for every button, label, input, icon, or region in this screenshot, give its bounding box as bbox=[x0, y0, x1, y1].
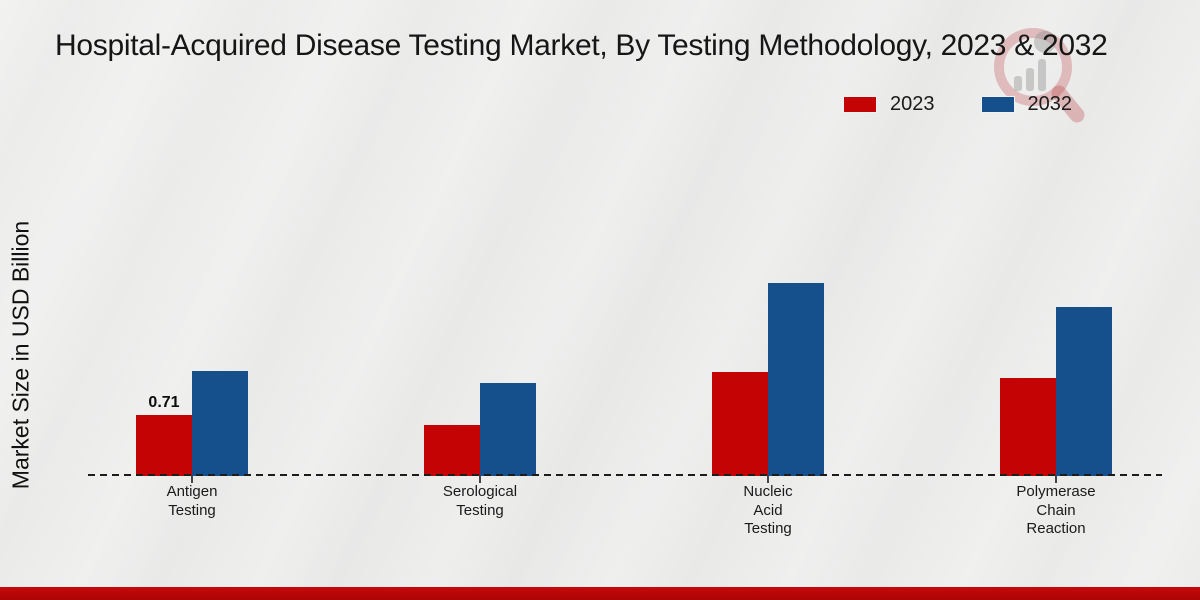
legend-label-2023: 2023 bbox=[890, 93, 935, 115]
category-label: Antigen Testing bbox=[166, 483, 218, 519]
bar-2023-category-2 bbox=[712, 372, 768, 476]
x-axis-tick bbox=[1055, 476, 1057, 483]
x-axis-baseline bbox=[88, 474, 1162, 476]
bar-2032-category-0 bbox=[192, 371, 248, 476]
legend-swatch-2032-icon bbox=[980, 96, 1015, 113]
page-title: Hospital-Acquired Disease Testing Market… bbox=[55, 29, 1108, 62]
bar-value-label: 0.71 bbox=[148, 394, 180, 411]
x-axis-tick bbox=[479, 476, 481, 483]
legend-item-2023: 2023 bbox=[843, 93, 935, 116]
legend-swatch-2023-icon bbox=[843, 96, 877, 113]
legend-label-2032: 2032 bbox=[1027, 93, 1073, 115]
category-label: Nucleic Acid Testing bbox=[743, 483, 793, 537]
x-axis-tick bbox=[191, 476, 193, 483]
bar-2032-category-1 bbox=[480, 383, 536, 476]
legend: 2023 2032 bbox=[843, 93, 1072, 116]
footer-accent-bar bbox=[0, 587, 1200, 600]
market-research-future-logo-watermark bbox=[994, 28, 1085, 123]
bar-2023-category-1 bbox=[424, 425, 480, 476]
bar-2023-category-3 bbox=[1000, 378, 1056, 476]
bar-2032-category-2 bbox=[768, 283, 824, 476]
bar-2023-category-0 bbox=[136, 415, 192, 476]
x-axis-tick bbox=[767, 476, 769, 483]
category-label: Serological Testing bbox=[442, 483, 518, 519]
bar-2032-category-3 bbox=[1056, 307, 1112, 476]
category-label: Polymerase Chain Reaction bbox=[1016, 483, 1096, 537]
legend-item-2032: 2032 bbox=[980, 93, 1073, 116]
